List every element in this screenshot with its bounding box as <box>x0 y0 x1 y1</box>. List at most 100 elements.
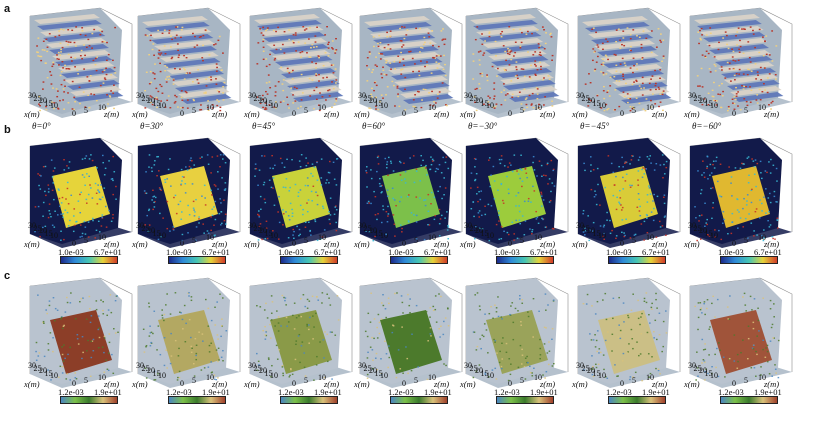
debris <box>256 26 338 112</box>
x-tick: 10 <box>50 371 58 381</box>
x-tick: 20 <box>369 96 377 106</box>
z-tick: 10 <box>534 373 542 382</box>
x-tick: 15 <box>374 98 383 108</box>
x-tick: 30 <box>358 221 366 230</box>
x-tick: 20 <box>369 226 377 236</box>
z-tick: 10 <box>646 373 654 382</box>
x-tick: 10 <box>158 101 166 111</box>
z-tick: 10 <box>206 233 214 242</box>
sim-panel-r2-c5: 30 25 20 15 10 0 5 10 x(m) z(m) 1.0e-03 6.7e+01 <box>458 136 570 278</box>
colorbar <box>168 256 226 264</box>
x-tick: 25 <box>253 363 262 373</box>
colorbar-min-label: 1.0e-03 <box>606 247 632 257</box>
x-tick: 30 <box>136 91 144 100</box>
z-tick: 5 <box>744 376 748 385</box>
z-axis-label: z(m) <box>434 379 450 389</box>
colorbar-min-label: 1.2e-03 <box>58 387 84 397</box>
colorbar-max-label: 1.9e+01 <box>424 387 452 397</box>
block-layers <box>34 14 124 102</box>
x-tick: 25 <box>693 223 702 233</box>
z-tick: 5 <box>192 376 196 385</box>
z-axis-label: z(m) <box>324 239 340 249</box>
colorbar <box>390 396 448 404</box>
x-axis-label: x(m) <box>572 379 588 389</box>
x-tick: 25 <box>469 93 478 103</box>
z-axis-label: z(m) <box>434 109 450 119</box>
sim-panel-r1-c7: 30 25 20 15 10 0 5 10 x(m) z(m) θ=−60° <box>682 6 794 148</box>
z-axis-label: z(m) <box>212 109 228 119</box>
z-axis-label: z(m) <box>540 379 556 389</box>
x-tick: 20 <box>475 96 483 106</box>
x-axis-label: x(m) <box>684 239 700 249</box>
z-axis-label: z(m) <box>324 109 340 119</box>
x-tick: 10 <box>486 371 494 381</box>
sliding-mass <box>598 310 660 374</box>
row-label-b: b <box>4 124 11 136</box>
x-tick: 20 <box>259 226 267 236</box>
x-tick: 25 <box>693 363 702 373</box>
x-tick: 15 <box>480 368 489 378</box>
x-tick: 30 <box>28 91 36 100</box>
x-tick: 20 <box>147 366 155 376</box>
particles <box>470 154 556 242</box>
row-label-a: a <box>4 3 11 15</box>
z-tick: 5 <box>520 236 524 245</box>
z-tick: 5 <box>414 376 418 385</box>
angle-label: θ=−45° <box>580 121 610 131</box>
x-tick: 15 <box>592 98 601 108</box>
slope-model <box>359 7 463 118</box>
x-axis-label: x(m) <box>460 109 476 119</box>
z-tick: 10 <box>758 373 766 382</box>
x-tick: 25 <box>693 93 702 103</box>
debris <box>584 27 665 112</box>
particles <box>142 292 228 381</box>
x-tick: 20 <box>39 226 47 236</box>
x-tick: 10 <box>486 101 494 111</box>
particles <box>254 154 339 242</box>
x-tick: 25 <box>253 223 262 233</box>
sliding-mass <box>486 310 548 374</box>
z-tick: 10 <box>428 233 436 242</box>
particles <box>582 154 668 242</box>
colorbar-min-label: 1.0e-03 <box>494 247 520 257</box>
x-tick: 15 <box>704 228 713 238</box>
x-tick: 10 <box>270 231 278 241</box>
colorbar <box>496 256 554 264</box>
x-axis-label: x(m) <box>24 109 40 119</box>
z-tick: 5 <box>304 106 308 115</box>
x-tick: 20 <box>369 366 377 376</box>
x-axis-label: x(m) <box>684 379 700 389</box>
z-axis-label: z(m) <box>652 109 668 119</box>
z-tick: 5 <box>304 376 308 385</box>
z-tick: 5 <box>520 106 524 115</box>
x-tick: 10 <box>598 371 606 381</box>
z-axis-label: z(m) <box>652 239 668 249</box>
z-tick: 5 <box>520 376 524 385</box>
sim-panel-r2-c2: 30 25 20 15 10 0 5 10 x(m) z(m) 1.0e-03 6.7e+01 <box>130 136 242 278</box>
x-axis-label: x(m) <box>244 109 260 119</box>
x-tick: 15 <box>152 228 161 238</box>
z-tick: 0 <box>732 239 736 248</box>
x-tick: 20 <box>147 226 155 236</box>
sim-panel-r1-c1: 30 25 20 15 10 0 5 10 x(m) z(m) θ=0° <box>22 6 134 148</box>
z-tick: 5 <box>304 236 308 245</box>
x-tick: 30 <box>248 221 256 230</box>
x-tick: 10 <box>380 371 388 381</box>
x-tick: 25 <box>141 363 150 373</box>
z-tick: 10 <box>428 103 436 112</box>
colorbar <box>720 256 778 264</box>
sliding-mass <box>270 310 332 374</box>
z-tick: 5 <box>632 236 636 245</box>
x-tick: 15 <box>480 98 489 108</box>
z-axis-label: z(m) <box>764 239 780 249</box>
sliding-mass <box>712 166 770 228</box>
z-axis-label: z(m) <box>764 379 780 389</box>
z-tick: 5 <box>744 106 748 115</box>
colorbar-max-label: 1.9e+01 <box>314 387 342 397</box>
slope-model <box>577 137 681 248</box>
x-tick: 30 <box>248 91 256 100</box>
slope-model <box>465 7 569 118</box>
colorbar <box>168 396 226 404</box>
z-tick: 5 <box>84 106 88 115</box>
z-tick: 0 <box>402 379 406 388</box>
